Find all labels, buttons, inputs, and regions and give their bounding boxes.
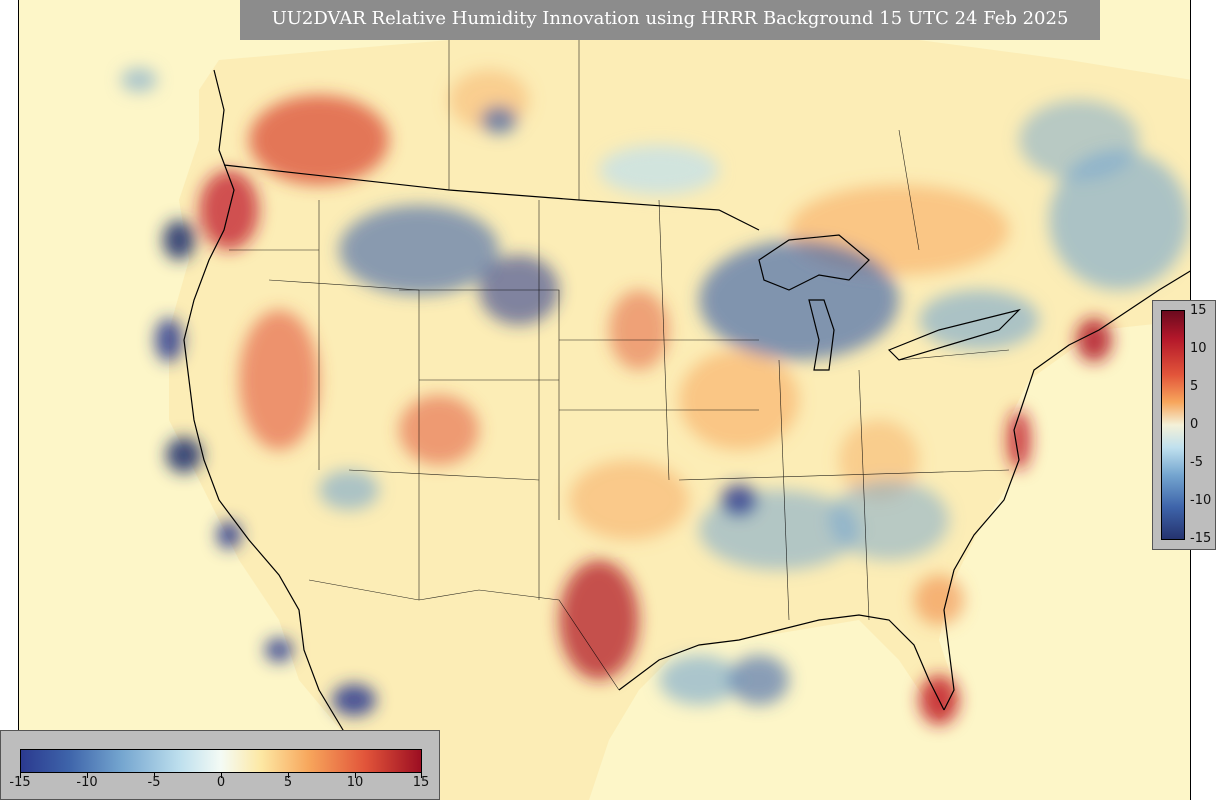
colorbar-v-label: -15	[1190, 531, 1212, 546]
colorbar-h-label: -5	[147, 775, 161, 790]
colorbar-vertical-gradient	[1161, 310, 1185, 540]
map-canvas	[121, 30, 1190, 800]
colorbar-h-tick	[221, 773, 222, 778]
west-coastline	[183, 69, 380, 761]
colorbar-h-label: 5	[283, 775, 293, 790]
colorbar-v-label: 5	[1190, 379, 1199, 394]
state-border-9	[778, 359, 790, 621]
colorbar-horizontal-gradient	[20, 749, 422, 773]
colorbar-v-label: 0	[1190, 417, 1199, 432]
colorbar-h-label: 10	[346, 775, 364, 790]
colorbar-h-tick	[288, 773, 289, 778]
colorbar-horizontal: -15 -10 -5 0 5 10 15	[0, 730, 440, 800]
colorbar-h-tick	[154, 773, 155, 778]
state-border-10	[858, 369, 870, 621]
canada-prov-3	[898, 129, 920, 251]
lake-michigan	[808, 299, 835, 371]
mexico-border	[308, 579, 620, 691]
colorbar-v-label: 15	[1190, 303, 1207, 318]
state-border-13	[348, 469, 540, 481]
state-border-14	[268, 279, 420, 291]
colorbar-h-label: -15	[9, 775, 31, 790]
state-border-11	[678, 469, 1010, 481]
colorbar-h-tick	[421, 773, 422, 778]
colorbar-h-label: 0	[216, 775, 226, 790]
lake-erie-ontario	[887, 308, 1021, 361]
gulf-coastline	[618, 614, 945, 711]
colorbar-v-label: -5	[1190, 455, 1203, 470]
colorbar-h-label: -10	[76, 775, 98, 790]
east-coastline	[943, 270, 1190, 711]
colorbar-h-tick	[20, 773, 21, 778]
colorbar-h-tick	[355, 773, 356, 778]
colorbar-vertical: 15 10 5 0 -5 -10 -15	[1152, 300, 1216, 550]
colorbar-v-label: 10	[1190, 341, 1207, 356]
colorbar-h-tick	[87, 773, 88, 778]
great-lakes	[758, 234, 870, 291]
rh-innovation-map	[18, 0, 1191, 800]
state-border-2	[399, 289, 560, 520]
map-title: UU2DVAR Relative Humidity Innovation usi…	[240, 0, 1100, 40]
colorbar-v-label: -10	[1190, 493, 1212, 508]
state-border-12	[898, 349, 1010, 361]
colorbar-h-label: 15	[412, 775, 430, 790]
